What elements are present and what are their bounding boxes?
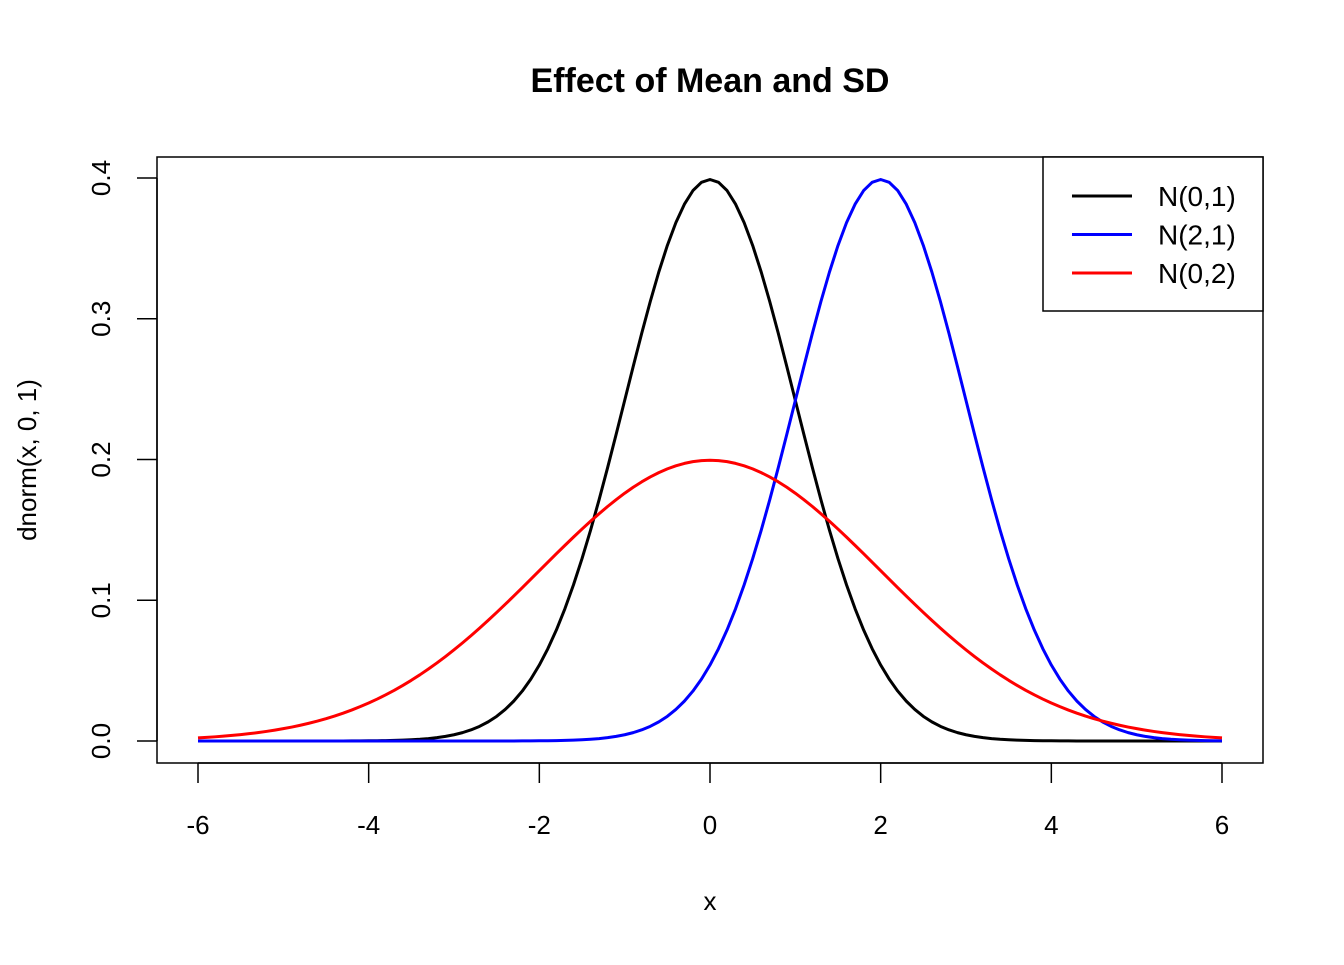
y-tick-label: 0.1 xyxy=(86,582,116,618)
x-tick-label: -4 xyxy=(357,810,380,840)
y-axis-label: dnorm(x, 0, 1) xyxy=(12,379,42,541)
x-tick-label: 2 xyxy=(873,810,887,840)
x-tick-label: 0 xyxy=(703,810,717,840)
x-tick-label: 6 xyxy=(1215,810,1229,840)
x-tick-label: -2 xyxy=(528,810,551,840)
x-tick-label: -6 xyxy=(186,810,209,840)
x-axis-label: x xyxy=(704,886,717,916)
series-line-N(0,2) xyxy=(197,458,1223,740)
legend-label: N(0,2) xyxy=(1158,258,1236,289)
chart-title: Effect of Mean and SD xyxy=(531,62,890,100)
legend-label: N(2,1) xyxy=(1158,220,1236,251)
x-axis: -6 -4 -2 0 2 4 6 xyxy=(186,762,1229,840)
y-tick-label: 0.4 xyxy=(86,160,116,196)
y-tick-label: 0.0 xyxy=(86,723,116,759)
x-tick-label: 4 xyxy=(1044,810,1058,840)
legend-label: N(0,1) xyxy=(1158,181,1236,212)
y-axis: 0.0 0.1 0.2 0.3 0.4 xyxy=(86,160,158,759)
y-tick-label: 0.3 xyxy=(86,301,116,337)
y-tick-label: 0.2 xyxy=(86,441,116,477)
series-lines xyxy=(197,177,1223,743)
legend: N(0,1) N(2,1) N(0,2) xyxy=(1042,156,1264,312)
series-line-N(2,1) xyxy=(198,177,1223,743)
